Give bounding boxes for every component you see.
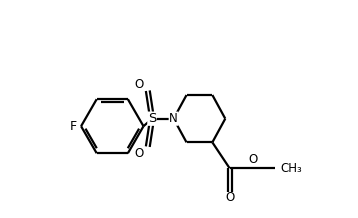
Text: N: N xyxy=(169,112,178,125)
Text: S: S xyxy=(148,112,156,125)
Text: CH₃: CH₃ xyxy=(280,162,302,175)
Text: O: O xyxy=(225,191,234,204)
Text: O: O xyxy=(135,78,144,91)
Text: O: O xyxy=(248,153,258,166)
Text: O: O xyxy=(135,147,144,160)
Text: F: F xyxy=(70,120,77,133)
